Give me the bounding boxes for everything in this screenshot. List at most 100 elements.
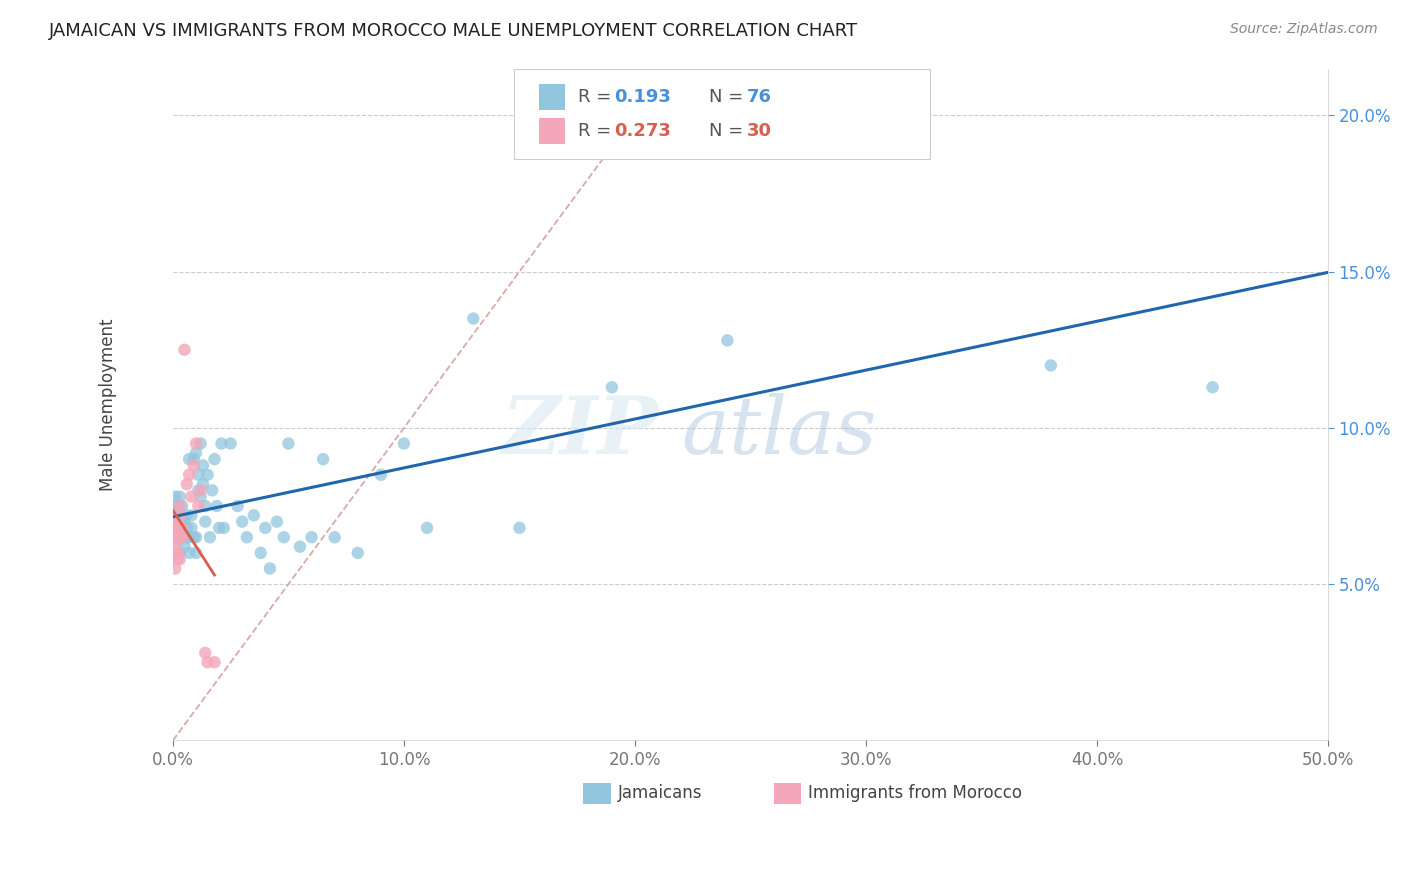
Point [236, 530, 259, 544]
Point [716, 334, 738, 348]
Point [177, 530, 200, 544]
Text: 76: 76 [747, 88, 772, 106]
Point [173, 527, 195, 541]
Point [208, 521, 231, 535]
Point [212, 521, 235, 535]
Point [312, 452, 335, 467]
Point [177, 452, 200, 467]
Point [370, 467, 392, 482]
Point [165, 508, 187, 523]
Point [172, 499, 194, 513]
Point [277, 436, 299, 450]
Point [176, 477, 198, 491]
Point [173, 515, 195, 529]
Point [205, 499, 228, 513]
Point [169, 521, 191, 535]
Point [169, 521, 191, 535]
Point [169, 490, 191, 504]
Point [184, 436, 207, 450]
Point [204, 452, 226, 467]
Point [1201, 380, 1223, 394]
Point [176, 521, 198, 535]
Point [177, 546, 200, 560]
Point [172, 530, 194, 544]
Point [180, 508, 202, 523]
Point [183, 530, 205, 544]
Point [231, 515, 253, 529]
Point [166, 552, 188, 566]
Point [169, 546, 191, 560]
Point [173, 343, 195, 357]
Point [197, 467, 219, 482]
Point [190, 436, 212, 450]
Point [187, 483, 209, 498]
Point [165, 521, 187, 535]
Point [169, 530, 191, 544]
Point [166, 508, 188, 523]
Point [463, 311, 485, 326]
Point [183, 452, 205, 467]
Text: ZIP: ZIP [501, 392, 658, 470]
Point [204, 655, 226, 669]
Point [187, 467, 209, 482]
Point [165, 515, 187, 529]
Point [165, 530, 187, 544]
Point [165, 490, 187, 504]
Point [288, 540, 311, 554]
Text: N =: N = [709, 122, 749, 140]
FancyBboxPatch shape [538, 84, 565, 110]
Point [172, 530, 194, 544]
Point [209, 436, 232, 450]
Point [183, 458, 205, 473]
Point [173, 540, 195, 554]
Point [508, 521, 530, 535]
Y-axis label: Male Unemployment: Male Unemployment [100, 318, 117, 491]
Text: Immigrants from Morocco: Immigrants from Morocco [808, 784, 1022, 803]
Point [184, 446, 207, 460]
Point [165, 540, 187, 554]
Point [165, 508, 187, 523]
Point [226, 499, 249, 513]
Text: 0.273: 0.273 [614, 122, 671, 140]
Point [184, 546, 207, 560]
Point [180, 521, 202, 535]
FancyBboxPatch shape [513, 69, 929, 160]
Point [273, 530, 295, 544]
Text: JAMAICAN VS IMMIGRANTS FROM MOROCCO MALE UNEMPLOYMENT CORRELATION CHART: JAMAICAN VS IMMIGRANTS FROM MOROCCO MALE… [49, 22, 858, 40]
Point [176, 530, 198, 544]
Point [323, 530, 346, 544]
Point [190, 483, 212, 498]
Point [184, 530, 207, 544]
Point [166, 515, 188, 529]
Point [194, 515, 217, 529]
Point [177, 467, 200, 482]
FancyBboxPatch shape [583, 782, 610, 805]
Text: 0.193: 0.193 [614, 88, 671, 106]
Point [165, 546, 187, 560]
Point [194, 499, 217, 513]
Point [191, 458, 214, 473]
Point [249, 546, 271, 560]
Point [166, 521, 188, 535]
Point [166, 521, 188, 535]
Point [166, 546, 188, 560]
Point [259, 561, 281, 575]
Point [166, 530, 188, 544]
Point [531, 108, 554, 122]
Point [219, 436, 242, 450]
Text: Source: ZipAtlas.com: Source: ZipAtlas.com [1230, 22, 1378, 37]
Text: atlas: atlas [681, 392, 876, 470]
Point [169, 508, 191, 523]
Text: 30: 30 [747, 122, 772, 140]
Point [165, 561, 187, 575]
Point [254, 521, 277, 535]
Point [198, 530, 221, 544]
Point [600, 380, 623, 394]
Point [169, 508, 191, 523]
Point [266, 515, 288, 529]
Point [242, 508, 264, 523]
Point [165, 499, 187, 513]
Point [194, 646, 217, 660]
Point [165, 515, 187, 529]
Point [187, 499, 209, 513]
